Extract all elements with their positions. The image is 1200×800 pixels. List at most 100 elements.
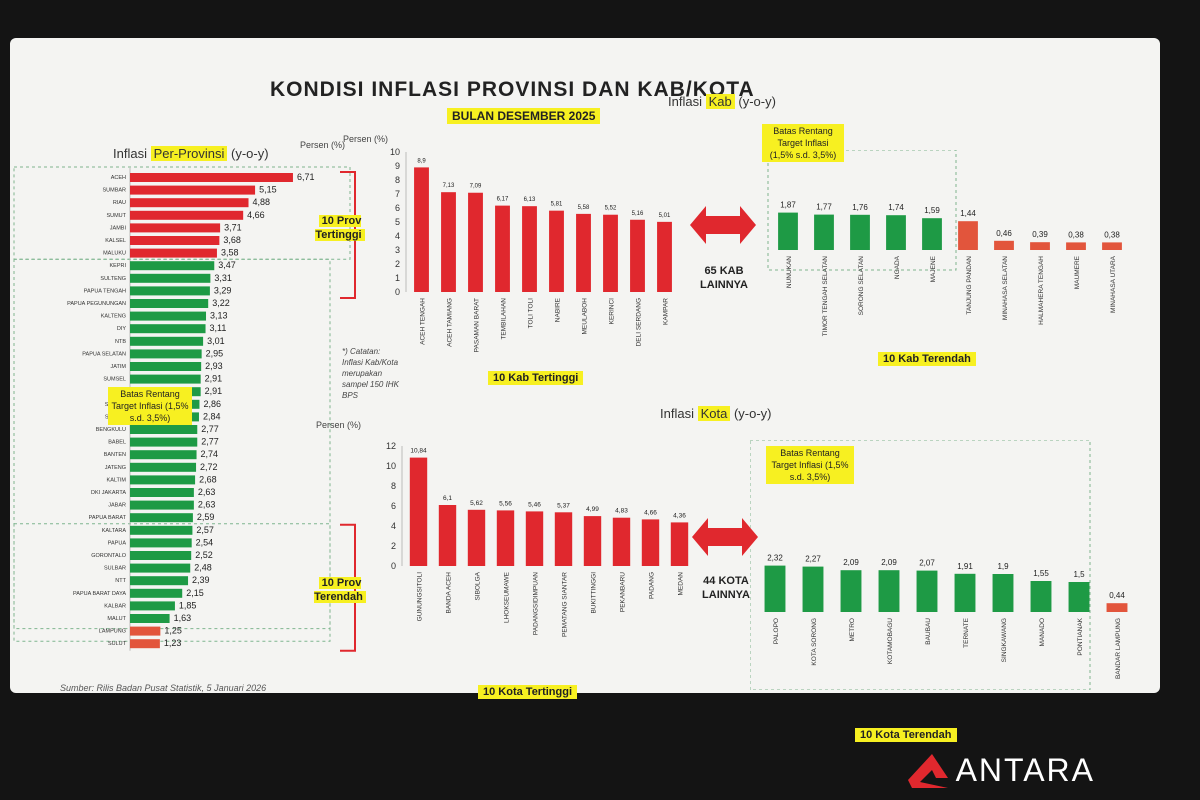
kota-high-bar [670,522,689,566]
kota-low-category-label: KOTA SORONG [811,618,818,666]
prov-value-label: 2,54 [196,537,214,547]
kab-title-prefix: Inflasi [668,94,702,109]
kab-high-value-label: 5,16 [632,211,644,217]
prov-category-label: JATENG [105,465,126,471]
page-title: KONDISI INFLASI PROVINSI DAN KAB/KOTA [270,78,755,101]
prov-top-group-box [13,166,351,260]
kota-high-value-label: 6,1 [443,495,452,502]
kab-double-arrow-icon [690,206,756,244]
prov-bar [130,299,209,308]
prov-bar [130,588,183,598]
kab-low-bar [922,218,942,250]
kota-low-category-label: BANDAR LAMPUNG [1115,618,1122,679]
prov-bar [130,513,193,523]
prov-category-label: DKI JAKARTA [91,490,126,496]
kab-high-category-label: ACEH TAMIANG [447,298,454,347]
prov-bar [130,639,160,649]
kota-low-category-label: KOTAMOBAGU [887,618,894,664]
kota-low-bar [1030,581,1052,612]
prov-bar [130,601,175,611]
kota-high-chart: 0 2 4 6 8 10 12 10,84 GUNUNGSITOLI 6,1 BANDA ACEH 5… [386,441,689,637]
kota-low-category-label: TERNATE [963,617,970,648]
kota-low-category-label: PALOPO [773,618,780,644]
kota-high-caption: 10 Kota Tertinggi [478,682,578,700]
prov-bar [130,236,220,245]
kab-high-y-tick: 2 [395,259,400,269]
antara-logo-icon [907,754,948,788]
kab-low-bar [958,221,978,250]
kota-range-label: Batas Rentang Target Inflasi (1,5% s.d. … [766,446,854,484]
prov-bar [130,525,193,535]
kota-low-value-label: 1,91 [957,562,973,571]
prov-value-label: 3,01 [207,336,225,346]
kab-high-y-tick: 8 [395,175,400,185]
kota-low-category-label: BAUBAU [925,618,932,645]
kab-high-category-label: TOLI TOLI [528,298,535,329]
kab-high-category-label: TEMBILAHAN [501,298,508,340]
prov-category-label: SULUT [108,641,127,647]
prov-value-label: 2,57 [196,525,214,535]
prov-category-label: SULTENG [100,276,126,282]
prov-bar [130,563,191,573]
prov-category-label: NTT [115,578,126,584]
prov-bar [130,500,194,510]
prov-chart: ACEH 6,71 SUMBAR 5,15 RIAU 4,88 SUMUT 4,66 JAMBI… [13,166,356,652]
kab-low-category-label: TIMOR TENGAH SELATAN [822,256,829,336]
prov-bar [130,349,202,359]
kota-high-value-label: 5,46 [528,501,541,508]
kota-low-value-label: 2,07 [919,559,935,568]
prov-category-label: ACEH [111,175,126,181]
prov-value-label: 2,52 [195,550,213,560]
prov-value-label: 2,72 [200,462,218,472]
kota-high-bar [641,519,660,566]
kab-high-category-label: KAMPAR [663,298,670,325]
prov-category-label: BABEL [108,440,126,446]
kab-high-value-label: 5,58 [578,205,590,211]
prov-chart-title: Inflasi Per-Provinsi (y-o-y) [113,146,269,161]
kab-low-bar [1102,242,1122,250]
kota-high-y-tick: 10 [386,461,396,471]
prov-value-label: 4,66 [247,210,265,220]
prov-value-label: 2,48 [194,563,212,573]
kota-high-category-label: PEKANBARU [620,572,627,612]
prov-category-label: JATIM [111,364,127,370]
kab-high-value-label: 7,09 [470,184,482,190]
kota-high-category-label: PADANGSIDIMPUAN [533,572,540,635]
prov-range-label: Batas Rentang Target Inflasi (1,5% s.d. … [108,387,192,425]
kab-high-category-label: ACEH TENGAH [420,298,427,345]
kab-high-y-tick: 0 [395,287,400,297]
prov-value-label: 2,95 [206,348,224,358]
prov-category-label: JABAR [108,503,126,509]
kota-high-y-tick: 8 [391,481,396,491]
kota-low-category-label: SINGKAWANG [1001,618,1008,662]
kab-high-chart: 0 1 2 3 4 5 6 7 8 9 10 8,9 ACEH TENGAH 7,13 ACEH TAMIA… [390,147,672,352]
kab-low-bar [886,215,906,250]
prov-value-label: 3,58 [221,248,239,258]
prov-category-label: LAMPUNG [99,629,126,635]
prov-value-label: 3,71 [224,222,242,232]
kota-unit-label: Persen (%) [316,420,362,430]
kota-high-category-label: GUNUNGSITOLI [417,572,424,622]
kota-low-bar [802,566,824,612]
kota-low-bar [916,570,938,612]
sample-note: *) Catatan: Inflasi Kab/Kota merupakan s… [342,347,399,400]
kota-low-category-label: MANADO [1039,618,1046,647]
kota-title-highlight: Kota [697,406,731,421]
kota-chart-title: Inflasi Kota (y-o-y) [660,406,772,421]
kab-high-y-tick: 10 [390,147,400,157]
prov-top-label: 10 Prov Tertinggi [312,214,368,242]
prov-bar [130,576,189,586]
prov-category-label: MALUKU [103,251,126,257]
prov-category-label: SULBAR [104,566,126,572]
antara-logo: ANTARA [906,750,1095,790]
prov-category-label: KALTENG [101,314,126,320]
kota-low-value-label: 2,32 [767,554,783,563]
source-note: Sumber: Rilis Badan Pusat Statistik, 5 J… [60,683,267,693]
kota-high-category-label: PADANG [649,572,656,599]
kota-high-y-tick: 2 [391,541,396,551]
kab-high-bar [630,219,645,292]
kab-high-bar [657,221,672,292]
prov-value-label: 3,13 [210,311,228,321]
kab-high-category-label: MEULABOH [582,298,589,335]
prov-value-label: 3,11 [210,323,227,333]
